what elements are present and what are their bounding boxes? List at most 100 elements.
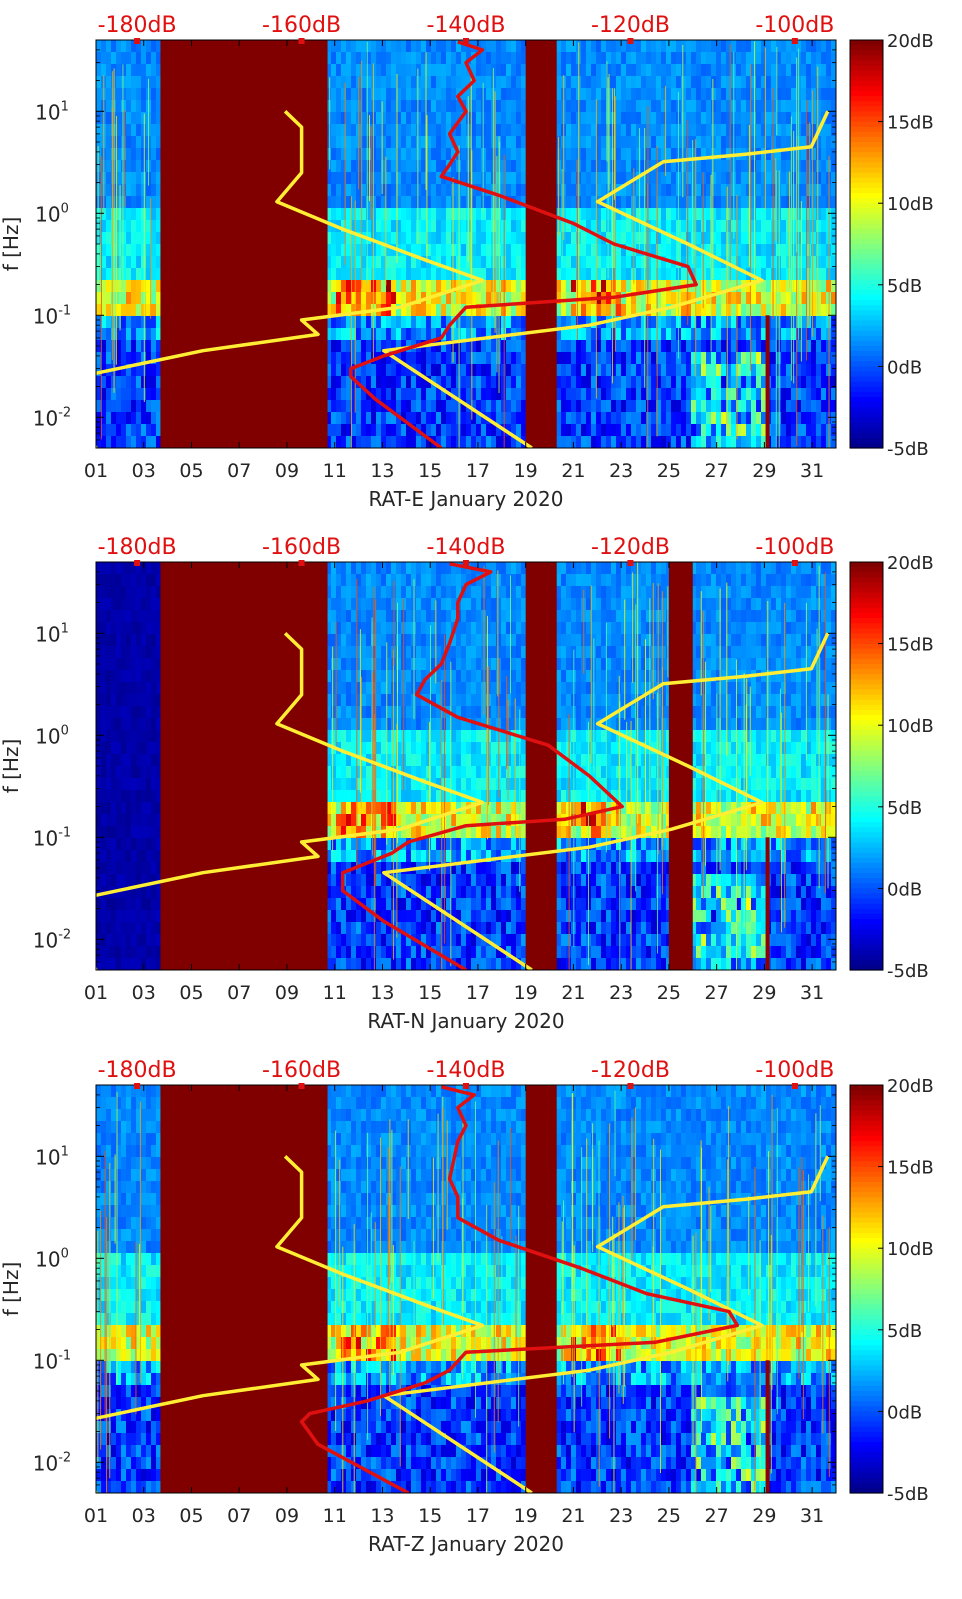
y-tick-label: 10-1 xyxy=(33,825,71,850)
colorbar-tick-label: -5dB xyxy=(887,1484,929,1505)
colorbar-segment xyxy=(850,442,883,449)
colorbar-segment xyxy=(850,964,883,971)
colorbar-segment xyxy=(850,1421,883,1428)
colorbar-segment xyxy=(850,1283,883,1290)
y-tick-exponent: 0 xyxy=(61,201,69,216)
top-axis-tick xyxy=(134,1083,141,1089)
colorbar-segment xyxy=(850,284,883,291)
colorbar-segment xyxy=(850,847,883,854)
colorbar-segment xyxy=(850,269,883,276)
colorbar-segment xyxy=(850,1136,883,1142)
colorbar-segment xyxy=(850,376,883,383)
top-axis-tick xyxy=(627,560,634,566)
colorbar-segment xyxy=(850,939,883,946)
x-tick-label: 01 xyxy=(84,1505,108,1527)
colorbar-segment xyxy=(850,796,883,803)
colorbar-segment xyxy=(850,1487,883,1494)
spectrogram-heatmap xyxy=(96,40,836,448)
y-tick-label: 10-1 xyxy=(33,303,71,328)
colorbar-segment xyxy=(850,279,883,286)
x-tick-label: 05 xyxy=(179,460,203,482)
colorbar-segment xyxy=(850,131,883,138)
colorbar-segment xyxy=(850,648,883,655)
colorbar-segment xyxy=(850,162,883,169)
x-tick-label: 11 xyxy=(323,982,347,1004)
colorbar-segment xyxy=(850,725,883,731)
colorbar-segment xyxy=(850,244,883,250)
y-tick-base: 10 xyxy=(35,1145,60,1169)
colorbar-segment xyxy=(850,878,883,884)
colorbar-segment xyxy=(850,638,883,645)
colorbar-segment xyxy=(850,381,883,388)
y-tick-base: 10 xyxy=(35,622,60,646)
data-gap-1 xyxy=(160,40,328,448)
colorbar-segment xyxy=(850,386,883,393)
colorbar-segment xyxy=(850,801,883,808)
yellow-noise-model-left xyxy=(96,632,485,970)
colorbar-segment xyxy=(850,1268,883,1275)
x-tick-label: 07 xyxy=(227,1505,251,1527)
colorbar-segment xyxy=(850,437,883,444)
colorbar-segment xyxy=(850,715,883,721)
colorbar-segment xyxy=(850,607,883,614)
colorbar-segment xyxy=(850,1314,883,1321)
colorbar-segment xyxy=(850,1411,883,1418)
x-tick-label: 13 xyxy=(370,460,394,482)
colorbar-segment xyxy=(850,699,883,706)
colorbar-segment xyxy=(850,55,883,61)
x-tick-label: 05 xyxy=(179,1505,203,1527)
x-axis-label: RAT-E January 2020 xyxy=(369,487,564,511)
y-tick-base: 10 xyxy=(33,1349,58,1373)
top-axis-label: -140dB xyxy=(427,1058,506,1083)
colorbar-segment xyxy=(850,1156,883,1163)
colorbar-segment xyxy=(850,116,883,123)
x-tick-label: 21 xyxy=(561,460,585,482)
colorbar-segment xyxy=(850,157,883,163)
colorbar-segment xyxy=(850,1243,883,1249)
x-tick-label: 23 xyxy=(609,982,633,1004)
colorbar-segment xyxy=(850,1431,883,1438)
colorbar-segment xyxy=(850,1385,883,1392)
colorbar-segment xyxy=(850,1263,883,1270)
y-tick-base: 10 xyxy=(35,724,60,748)
colorbar-segment xyxy=(850,366,883,373)
yellow-noise-model-right xyxy=(382,632,830,970)
top-axis-tick xyxy=(463,38,469,44)
colorbar-segment xyxy=(850,592,883,599)
y-tick-label: 101 xyxy=(35,99,69,124)
top-axis-label: -120dB xyxy=(591,1058,670,1083)
colorbar-segment xyxy=(850,1324,883,1331)
colorbar-segment xyxy=(850,152,883,158)
colorbar-segment xyxy=(850,602,883,609)
x-tick-label: 31 xyxy=(800,460,824,482)
colorbar-segment xyxy=(850,80,883,87)
colorbar-segment xyxy=(850,1176,883,1183)
colorbar-segment xyxy=(850,1222,883,1229)
top-axis-tick xyxy=(134,560,141,566)
colorbar-segment xyxy=(850,335,883,342)
colorbar-tick-label: 20dB xyxy=(887,1076,934,1097)
y-tick-base: 10 xyxy=(35,100,60,124)
y-tick-label: 10-2 xyxy=(33,405,71,430)
colorbar-segment xyxy=(850,213,883,220)
top-axis-label: -100dB xyxy=(755,1058,834,1083)
top-axis-tick xyxy=(791,1083,798,1089)
data-gap-1 xyxy=(160,562,328,970)
colorbar-segment xyxy=(850,1426,883,1433)
colorbar-segment xyxy=(850,1212,883,1219)
x-tick-label: 15 xyxy=(418,460,442,482)
colorbar-segment xyxy=(850,1227,883,1234)
x-tick-label: 25 xyxy=(657,1505,681,1527)
colorbar-segment xyxy=(850,628,883,634)
colorbar-segment xyxy=(850,577,883,583)
colorbar-frame xyxy=(849,39,884,449)
colorbar-segment xyxy=(850,274,883,281)
x-tick-label: 01 xyxy=(84,460,108,482)
colorbar-segment xyxy=(850,417,883,424)
event-stripe xyxy=(765,1360,770,1493)
colorbar-segment xyxy=(850,1181,883,1188)
colorbar-segment xyxy=(850,330,883,337)
colorbar-segment xyxy=(850,1457,883,1463)
colorbar-segment xyxy=(850,305,883,311)
